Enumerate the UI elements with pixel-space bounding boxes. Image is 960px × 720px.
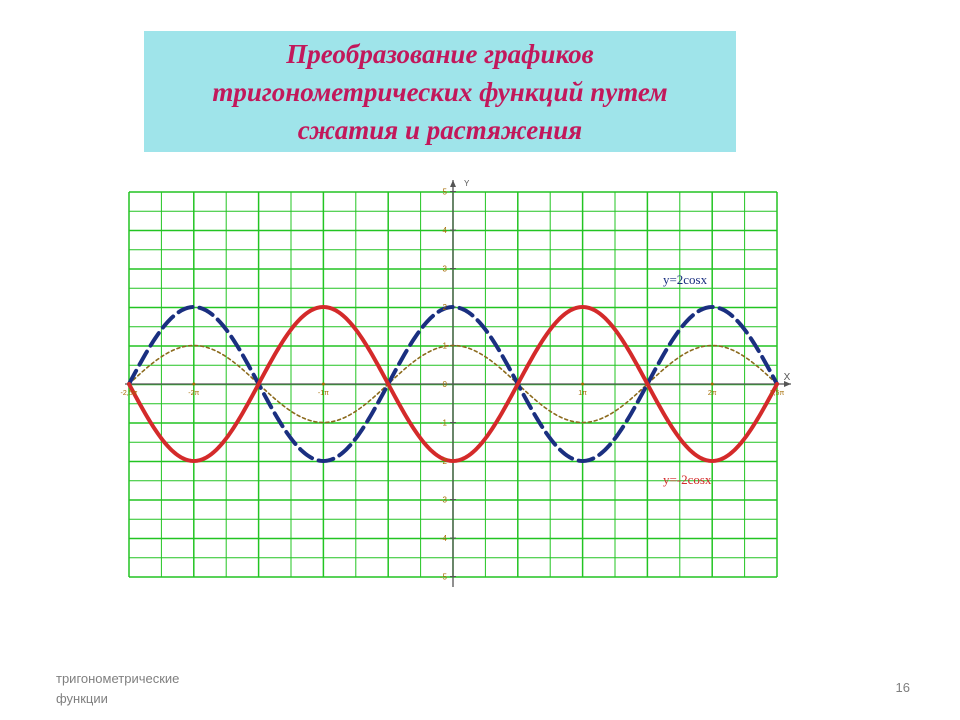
slide-title: Преобразование графиков тригонометрическ… [212, 35, 667, 149]
footer-line-2: функции [56, 691, 108, 706]
footer-line-1: тригонометрические [56, 671, 180, 686]
y-tick-label: -1 [440, 419, 448, 428]
y-axis-label: Y [464, 179, 470, 188]
page-number: 16 [895, 680, 910, 695]
y-tick-label: -3 [440, 496, 448, 505]
title-line-2: тригонометрических функций путем [212, 76, 668, 107]
series [127, 304, 779, 464]
y-tick-label: 5 [443, 188, 448, 197]
y-tick-label: 3 [443, 265, 448, 274]
x-axis-arrow [784, 381, 791, 387]
x-tick-mark [321, 382, 325, 386]
x-tick-label: -2,5π [121, 390, 138, 397]
y-tick-label: 0 [443, 380, 448, 389]
x-tick-label: -1π [318, 390, 329, 397]
x-tick-label: 2,5π [770, 390, 785, 397]
footer-caption: тригонометрические функции [56, 669, 256, 709]
axes [125, 180, 791, 587]
y-tick-label: 4 [443, 226, 448, 235]
y-tick-label: 1 [443, 342, 448, 351]
series-label: y=-2cosx [663, 472, 712, 487]
series-line-y-2cosx [127, 304, 779, 464]
x-tick-mark [710, 382, 714, 386]
y-axis-arrow [450, 180, 456, 187]
y-tick-label: -5 [440, 573, 448, 582]
series-line-y-2cosx [127, 304, 779, 464]
y-tick-label: 2 [443, 303, 448, 312]
title-line-3: сжатия и растяжения [297, 114, 583, 145]
y-tick-label: -2 [440, 457, 448, 466]
title-box: Преобразование графиков тригонометрическ… [144, 31, 736, 152]
x-tick-label: 2π [708, 390, 717, 397]
series-line-cos [128, 344, 778, 424]
x-tick-mark [192, 382, 196, 386]
x-tick-mark [581, 382, 585, 386]
labels: 5 4 3 2 1 0 -1 -2 -3 -4 -5 -2,5π -2π -1π 1π 2π 2,5π X Yy=2… [121, 179, 791, 582]
x-tick-label: 1π [578, 390, 587, 397]
cosine-chart: 5 4 3 2 1 0 -1 -2 -3 -4 -5 -2,5π -2π -1π 1π 2π 2,5π X Yy=2… [121, 179, 791, 587]
y-tick-label: -4 [440, 534, 448, 543]
x-axis-label: X [784, 372, 791, 383]
x-tick-label: -2π [188, 390, 199, 397]
title-line-1: Преобразование графиков [286, 38, 594, 69]
series-label: y=2cosx [663, 272, 708, 287]
